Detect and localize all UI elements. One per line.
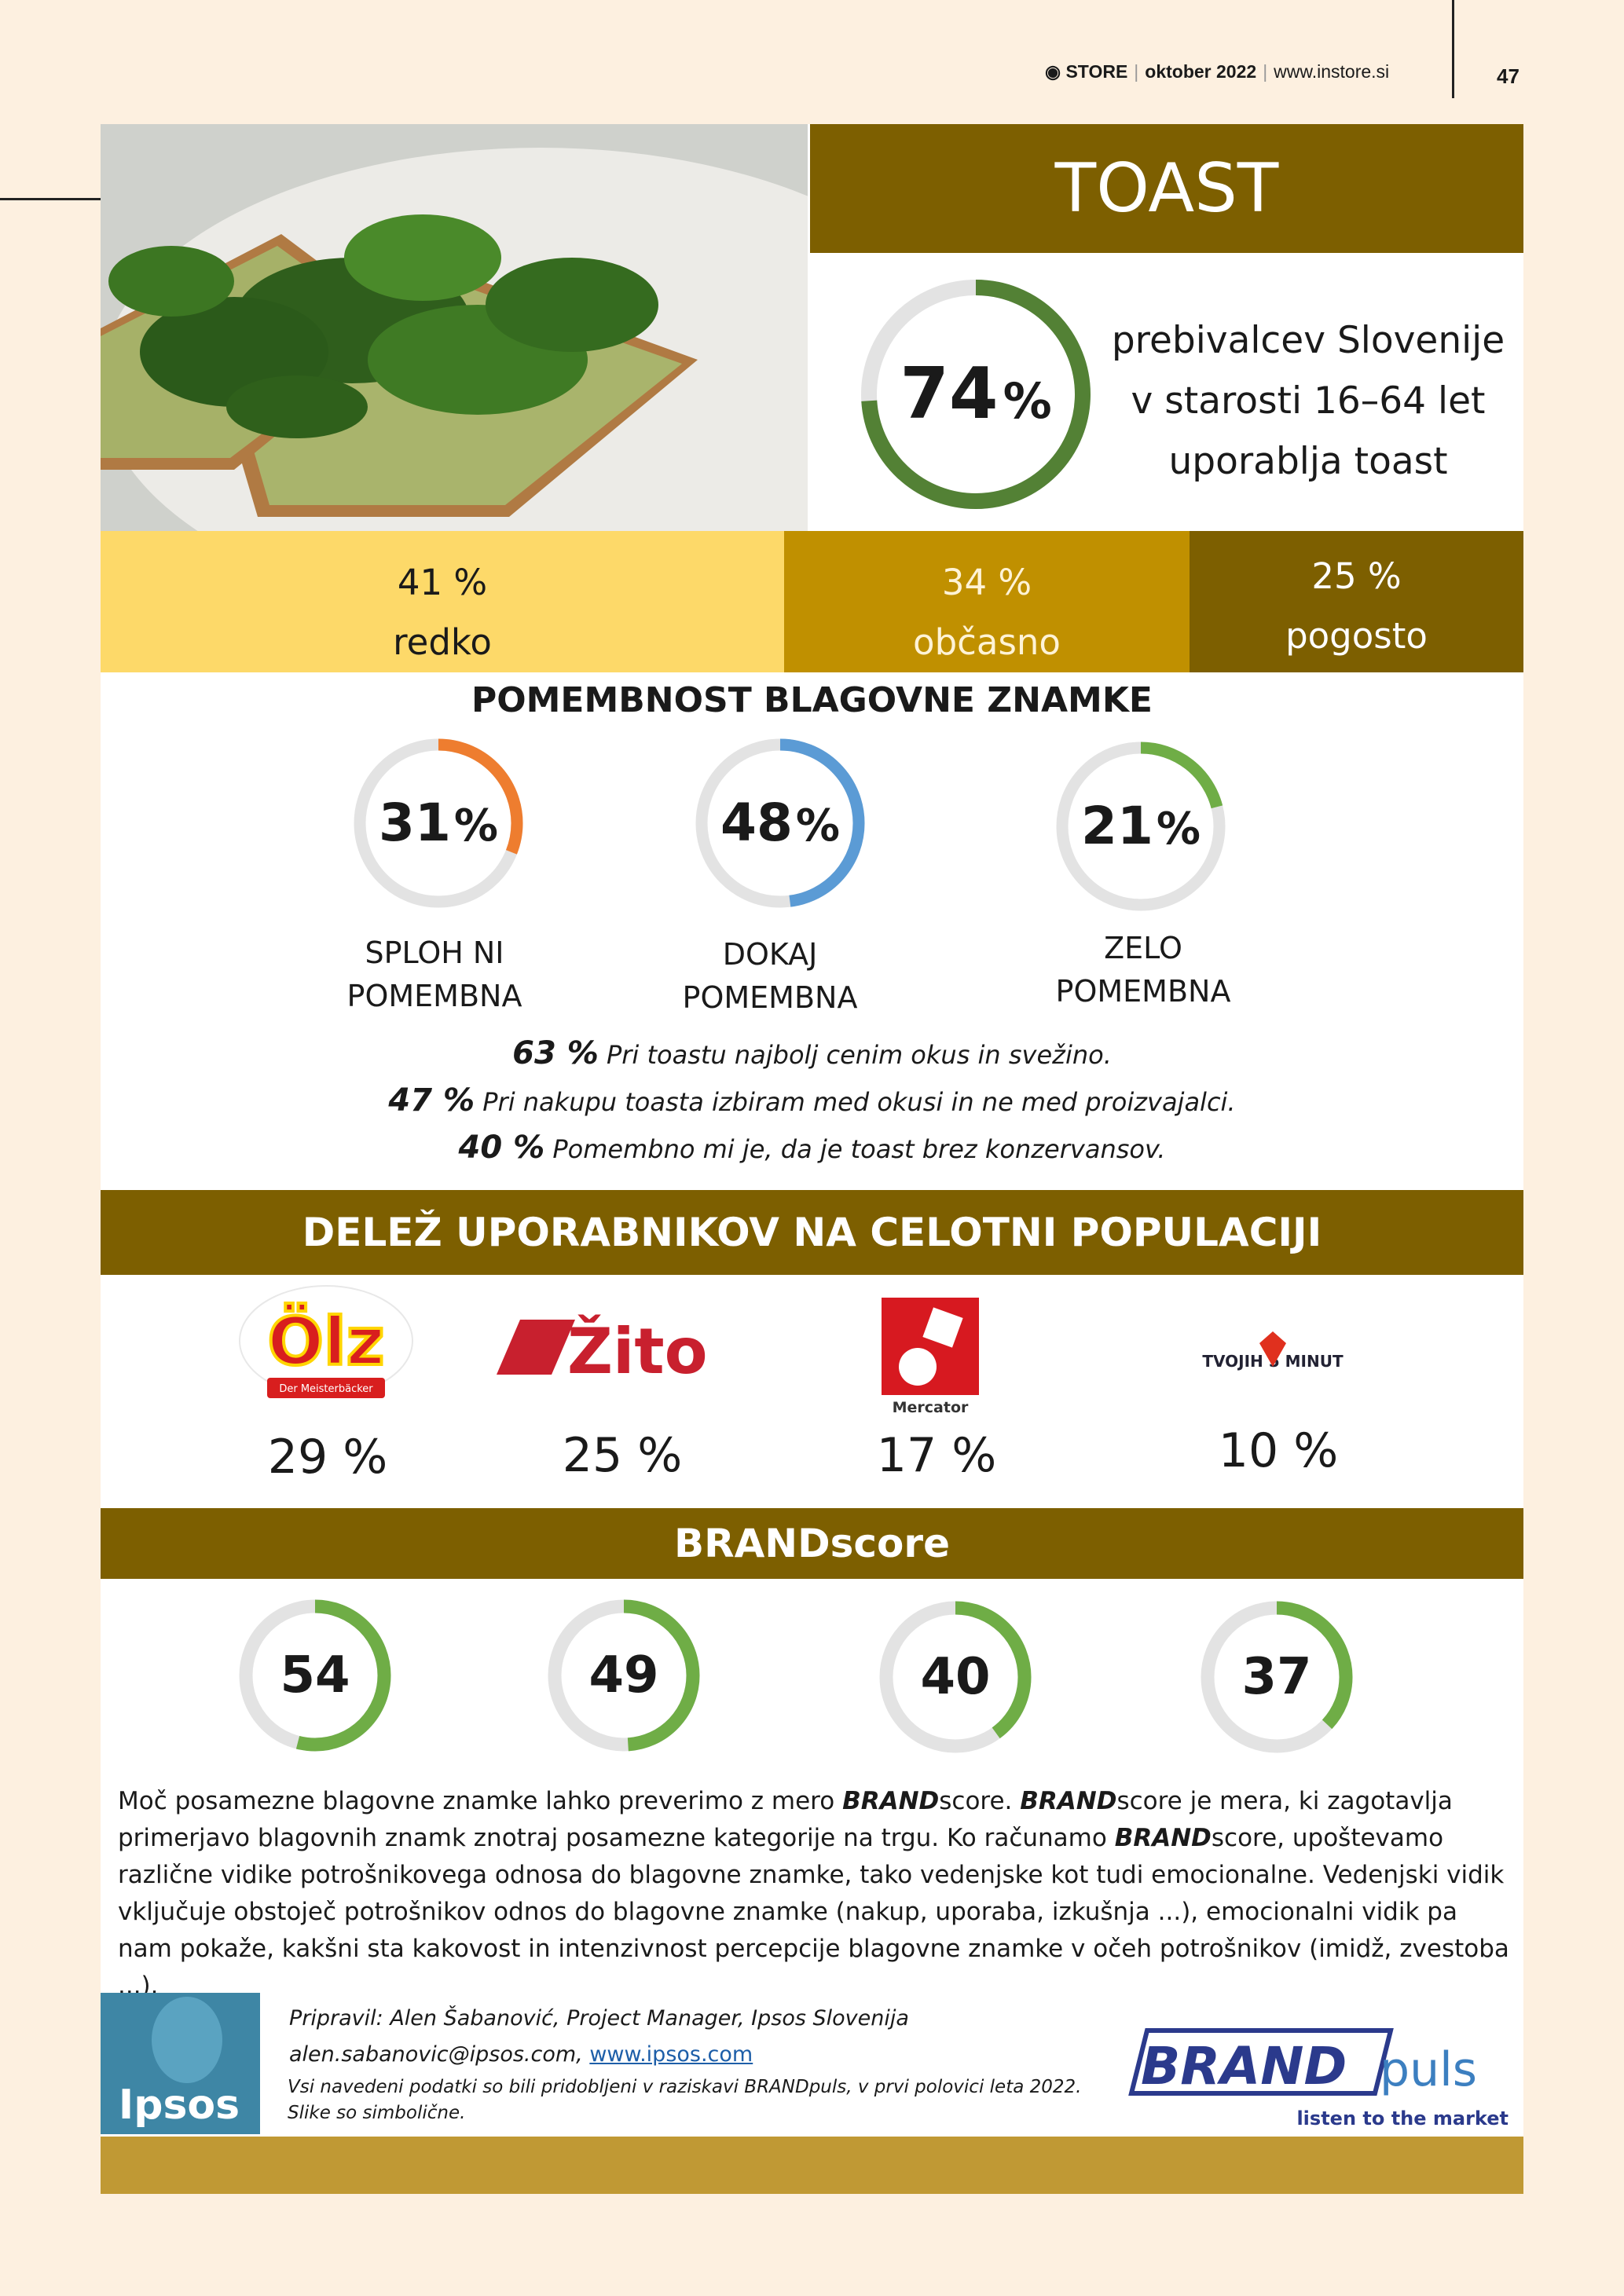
brandscore-arc (239, 1599, 391, 1752)
brandpuls-logo: BRAND puls listen to the market (1124, 2023, 1516, 2133)
statement-3: 40 % Pomembno mi je, da je toast brez ko… (458, 1130, 1166, 1166)
svg-text:BRAND: BRAND (1141, 2036, 1347, 2096)
svg-text:Der Meisterbäcker: Der Meisterbäcker (279, 1383, 373, 1395)
importance-arc (354, 738, 523, 908)
zito-logo: Žito (497, 1312, 728, 1390)
header-divider (1452, 0, 1454, 98)
usage-percent: 74% (900, 353, 1052, 435)
importance-ring-3: 21% (1054, 740, 1227, 913)
frequency-rarely: 41 % redko (101, 531, 784, 672)
brandscore-ring-olz: 54 (237, 1598, 393, 1753)
statement-1: 63 % Pri toastu najbolj cenim okus in sv… (512, 1035, 1112, 1071)
ipsos-logo: Ipsos (101, 1993, 260, 2134)
importance-ring-1: 31% (352, 737, 525, 910)
toast-photo (101, 124, 808, 531)
importance-label-1: SPLOH NI POMEMBNA (346, 936, 522, 1013)
importance-heading: POMEMBNOST BLAGOVNE ZNAMKE (471, 680, 1153, 720)
brandscore-arc (548, 1599, 700, 1752)
margin-rule (0, 198, 101, 200)
brandscore-ring-tvojih: 37 (1199, 1599, 1355, 1755)
page-number: 47 (1497, 64, 1520, 88)
share-value-zito: 25 % (562, 1428, 683, 1483)
magazine-header: ◉ STORE | oktober 2022 | www.instore.si (1045, 61, 1390, 82)
olz-logo: Ölz Der Meisterbäcker (236, 1282, 416, 1415)
importance-arc (695, 738, 865, 908)
usage-arc (861, 280, 1091, 509)
brandscore-heading: BRANDscore (101, 1508, 1523, 1579)
brandscore-ring-mercator: 40 (878, 1599, 1033, 1755)
svg-text:Ipsos: Ipsos (119, 2082, 240, 2129)
brandscore-description: Moč posamezne blagovne znamke lahko prev… (118, 1787, 1509, 2000)
mercator-logo: Mercator (880, 1296, 982, 1418)
website-link[interactable]: www.instore.si (1274, 61, 1390, 82)
svg-text:Mercator: Mercator (893, 1399, 969, 1416)
source-note: Vsi navedeni podatki so bili pridobljeni… (288, 2077, 1082, 2123)
svg-text:Ölz: Ölz (267, 1303, 384, 1380)
share-value-olz: 29 % (267, 1430, 388, 1485)
importance-label-2: DOKAJ POMEMBNA (682, 937, 858, 1015)
brandscore-ring-zito: 49 (546, 1598, 702, 1753)
footer-bar (101, 2137, 1523, 2194)
share-heading: DELEŽ UPORABNIKOV NA CELOTNI POPULACIJI (101, 1190, 1523, 1275)
importance-label-3: ZELO POMEMBNA (1055, 931, 1231, 1009)
statement-2: 47 % Pri nakupu toasta izbiram med okusi… (388, 1082, 1236, 1119)
svg-text:puls: puls (1380, 2042, 1477, 2097)
brandscore-arc (1201, 1601, 1353, 1753)
brandscore-arc (879, 1601, 1032, 1753)
frequency-occasionally: 34 % občasno (784, 531, 1190, 672)
svg-text:Žito: Žito (567, 1314, 708, 1388)
category-title: TOAST (810, 124, 1523, 253)
ipsos-website-link[interactable]: www.ipsos.com (589, 2042, 753, 2067)
usage-ring: 74% (856, 275, 1095, 514)
share-value-mercator: 17 % (876, 1428, 997, 1483)
usage-description: prebivalcev Slovenije v starosti 16–64 l… (1111, 319, 1505, 483)
importance-arc (1056, 742, 1226, 911)
svg-text:listen to the market: listen to the market (1296, 2107, 1509, 2129)
credits: Pripravil: Alen Šabanović, Project Manag… (289, 2006, 909, 2067)
store-logo-icon: ◉ (1045, 61, 1061, 82)
magazine-name: STORE (1065, 61, 1128, 82)
tvojih-5-minut-logo: TVOJIH 5 MINUT (1143, 1288, 1402, 1481)
issue-date: oktober 2022 (1145, 61, 1257, 82)
share-value-tvojih: 10 % (1218, 1423, 1339, 1478)
importance-ring-2: 48% (694, 737, 867, 910)
frequency-often: 25 % pogosto (1190, 531, 1523, 672)
